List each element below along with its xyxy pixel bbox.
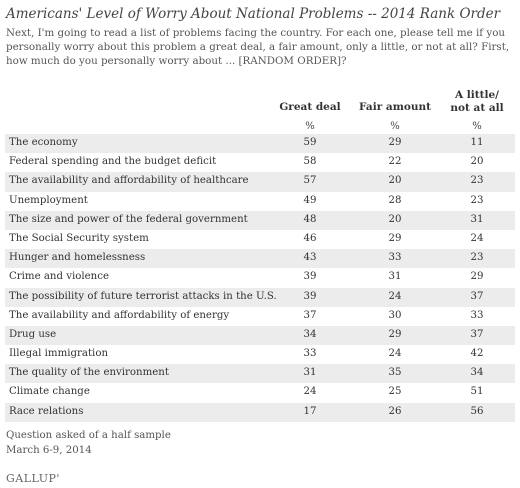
cell-value: 39 <box>303 290 317 302</box>
unit-label: % <box>390 121 400 132</box>
row-label: Drug use <box>9 328 57 340</box>
cell-value: 23 <box>470 175 484 187</box>
cell-value: 29 <box>388 137 402 148</box>
row-label: Unemployment <box>9 194 88 206</box>
footnote-date: March 6-9, 2014 <box>6 445 92 456</box>
table-row: Unemployment 49 28 23 <box>5 192 515 211</box>
row-label: Federal spending and the budget deficit <box>9 156 217 168</box>
cell-value: 33 <box>388 252 402 264</box>
column-header-great-deal: Great deal <box>279 101 341 113</box>
table-row: Federal spending and the budget deficit 5… <box>5 153 515 172</box>
table-row: The availability and affordability of he… <box>5 172 515 192</box>
row-label: The availability and affordability of en… <box>9 309 230 321</box>
table-row: The availability and affordability of en… <box>5 307 515 326</box>
row-label: Crime and violence <box>9 271 109 283</box>
row-label: The possibility of future terrorist atta… <box>9 290 277 302</box>
table-row: Hunger and homelessness 43 33 23 <box>5 249 515 269</box>
cell-value: 37 <box>470 290 484 302</box>
question-text: Next, I'm going to read a list of proble… <box>6 27 510 67</box>
cell-value: 20 <box>470 156 484 168</box>
table-row: The Social Security system 46 29 24 <box>5 230 515 249</box>
cell-value: 33 <box>303 348 317 360</box>
column-header-fair-amount: Fair amount <box>359 101 431 113</box>
table-row: The possibility of future terrorist atta… <box>5 287 515 307</box>
cell-value: 17 <box>303 405 317 417</box>
column-header-a-little-not-at-all: A little/ not at all <box>445 89 509 115</box>
cell-value: 56 <box>470 405 484 417</box>
cell-value: 20 <box>388 175 402 187</box>
cell-value: 29 <box>470 271 484 283</box>
data-table: The economy 59 29 11 Federal spending and th… <box>5 134 515 422</box>
column-header-line: not at all <box>450 102 504 114</box>
cell-value: 49 <box>303 194 317 206</box>
cell-value: 11 <box>470 137 484 148</box>
cell-value: 58 <box>303 156 317 168</box>
table-row: Drug use 34 29 37 <box>5 325 515 346</box>
cell-value: 22 <box>388 156 402 168</box>
table-row: Climate change 24 25 51 <box>5 383 515 402</box>
table-row: Crime and violence 39 31 29 <box>5 268 515 287</box>
row-label: Race relations <box>9 405 84 417</box>
row-label: Hunger and homelessness <box>9 252 146 264</box>
cell-value: 34 <box>470 367 484 379</box>
cell-value: 35 <box>388 367 402 379</box>
cell-value: 43 <box>303 252 317 264</box>
cell-value: 30 <box>388 309 402 321</box>
row-label: The Social Security system <box>9 232 149 244</box>
row-label: The quality of the environment <box>9 367 169 379</box>
unit-label: % <box>472 121 482 132</box>
cell-value: 24 <box>303 386 317 398</box>
chart-title: Americans' Level of Worry About National… <box>6 6 501 22</box>
cell-value: 51 <box>470 386 484 398</box>
cell-value: 37 <box>303 309 317 321</box>
cell-value: 57 <box>303 175 317 187</box>
cell-value: 23 <box>470 194 484 206</box>
footnote-sample: Question asked of a half sample <box>6 430 171 441</box>
cell-value: 33 <box>470 309 484 321</box>
row-label: The economy <box>9 137 78 148</box>
cell-value: 26 <box>388 405 402 417</box>
cell-value: 42 <box>470 348 484 360</box>
cell-value: 34 <box>303 328 317 340</box>
cell-value: 37 <box>470 328 484 340</box>
row-label: The availability and affordability of he… <box>9 175 249 187</box>
column-header-line: A little/ <box>455 89 499 101</box>
cell-value: 31 <box>303 367 317 379</box>
gallup-logo: GALLUP' <box>6 472 60 485</box>
cell-value: 20 <box>388 213 402 225</box>
table-row: The quality of the environment 31 35 34 <box>5 364 515 384</box>
cell-value: 29 <box>388 232 402 244</box>
cell-value: 24 <box>388 290 402 302</box>
cell-value: 24 <box>388 348 402 360</box>
cell-value: 31 <box>470 213 484 225</box>
cell-value: 39 <box>303 271 317 283</box>
table-row: Illegal immigration 33 24 42 <box>5 345 515 364</box>
table-row: The economy 59 29 11 <box>5 134 515 154</box>
row-label: The size and power of the federal govern… <box>9 213 248 225</box>
cell-value: 59 <box>303 137 317 148</box>
unit-label: % <box>305 121 315 132</box>
cell-value: 23 <box>470 252 484 264</box>
table-row: Race relations 17 26 56 <box>5 402 515 422</box>
cell-value: 25 <box>388 386 402 398</box>
cell-value: 29 <box>388 328 402 340</box>
cell-value: 48 <box>303 213 317 225</box>
row-label: Illegal immigration <box>9 348 109 360</box>
cell-value: 28 <box>388 194 402 206</box>
row-label: Climate change <box>9 386 90 398</box>
table-row: The size and power of the federal govern… <box>5 210 515 230</box>
cell-value: 46 <box>303 232 317 244</box>
cell-value: 31 <box>388 271 402 283</box>
cell-value: 24 <box>470 232 484 244</box>
